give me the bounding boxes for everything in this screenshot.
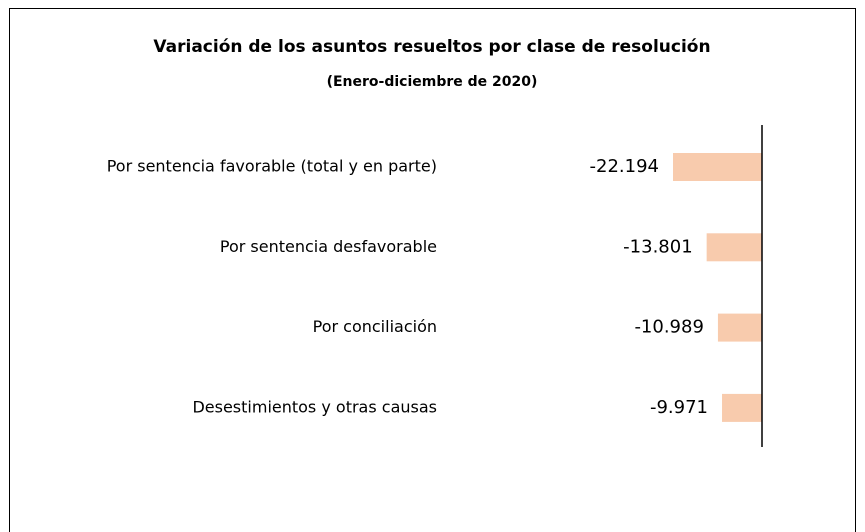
chart-title: Variación de los asuntos resueltos por c… bbox=[153, 37, 710, 57]
category-label: Por sentencia favorable (total y en part… bbox=[107, 157, 437, 176]
value-label: -13.801 bbox=[623, 236, 692, 257]
bar bbox=[673, 153, 762, 181]
bar bbox=[706, 233, 762, 262]
bar bbox=[717, 313, 762, 342]
value-label: -22.194 bbox=[590, 156, 659, 177]
category-label: Por conciliación bbox=[313, 317, 437, 336]
value-label: -9.971 bbox=[650, 397, 708, 418]
chart-subtitle: (Enero-diciembre de 2020) bbox=[327, 74, 538, 90]
chart-frame bbox=[9, 8, 856, 532]
value-label: -10.989 bbox=[634, 317, 703, 338]
bar bbox=[722, 393, 762, 422]
category-label: Por sentencia desfavorable bbox=[220, 237, 437, 256]
category-label: Desestimientos y otras causas bbox=[192, 397, 437, 416]
